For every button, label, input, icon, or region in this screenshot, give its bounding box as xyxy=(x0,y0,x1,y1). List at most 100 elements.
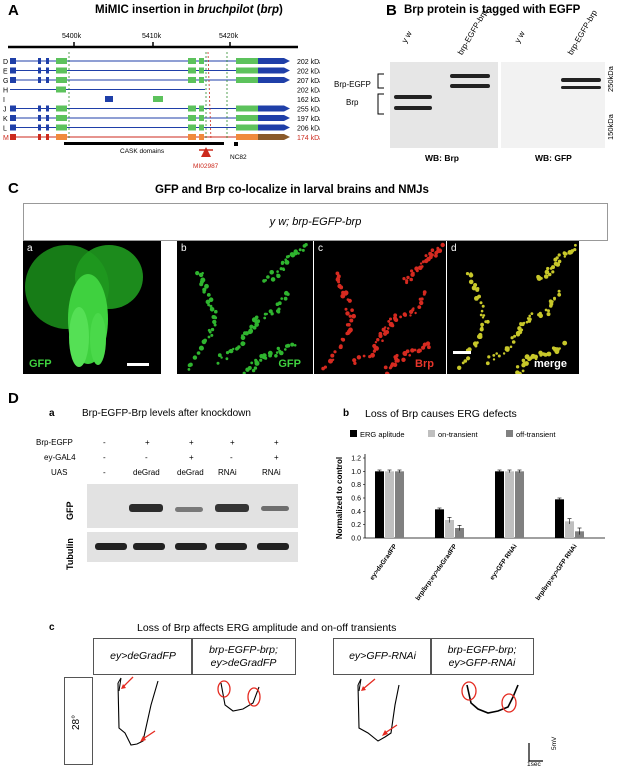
larval-brain-gfp-image: a GFP xyxy=(23,241,161,374)
isoform-id: K xyxy=(3,116,8,123)
column-5-brp-egfp: + xyxy=(274,438,279,447)
circle-missing-off xyxy=(247,687,261,707)
channel-label-brp-c: Brp xyxy=(415,358,434,370)
scale-label-2: 5410k xyxy=(142,33,162,40)
panel-db-tag: b xyxy=(343,408,350,419)
isoform-row-G: G 207 kDa xyxy=(3,77,320,85)
isoform-id: G xyxy=(3,78,8,85)
nmj-gfp-image: b GFP xyxy=(177,241,313,374)
column-3-ey-gal4: + xyxy=(189,453,194,462)
band-label-brp: Brp xyxy=(346,98,359,107)
x-tick-label: brp/brp;ey>GFP RNAi xyxy=(535,543,579,602)
arrow-on-transient xyxy=(362,678,376,690)
isoform-size: 206 kDa xyxy=(297,126,320,133)
column-1-brp-egfp: - xyxy=(103,438,106,447)
isoform-row-J: J 255 kDa xyxy=(3,105,320,114)
column-1-ey-gal4: - xyxy=(103,453,106,462)
wb-brp-blot xyxy=(390,62,498,148)
circle-missing-off xyxy=(501,693,517,713)
x-tick-label: ey>deGradFP xyxy=(369,543,399,582)
nmj-merge-image: d merge xyxy=(447,241,579,374)
isoform-id: E xyxy=(3,69,8,76)
temperature-box: 28° xyxy=(64,677,93,765)
isoform-id: L xyxy=(3,126,7,133)
mimic-insertion-marker xyxy=(201,147,211,157)
y-tick-label: 0.8 xyxy=(351,482,361,489)
bar-2-0 xyxy=(395,471,404,538)
bar-0-3 xyxy=(555,499,564,538)
bar-1-0 xyxy=(385,471,394,538)
legend-label: off-transient xyxy=(516,430,556,439)
column-5-uas: RNAi xyxy=(262,468,281,477)
erg-trace-control-rnai xyxy=(357,684,400,742)
column-2-brp-egfp: + xyxy=(145,438,150,447)
y-tick-label: 0.4 xyxy=(351,509,361,516)
isoform-size: 162 kDa xyxy=(297,97,320,104)
panel-b-title: Brp protein is tagged with EGFP xyxy=(404,4,581,16)
column-2-ey-gal4: - xyxy=(145,453,148,462)
channel-label-gfp-b: GFP xyxy=(278,358,301,370)
column-3-brp-egfp: + xyxy=(189,438,194,447)
column-3-uas: deGrad xyxy=(177,468,204,477)
isoform-id: D xyxy=(3,59,8,66)
y-tick-label: 1.2 xyxy=(351,456,361,463)
erg-trace-brp-degrad xyxy=(220,682,260,712)
isoform-size: 202 kDa xyxy=(297,88,320,95)
panel-db-title: Loss of Brp causes ERG defects xyxy=(365,408,517,420)
panel-c-title: GFP and Brp co-localize in larval brains… xyxy=(155,184,429,196)
nmj-brp-image: c Brp xyxy=(314,241,446,374)
erg-scale-bar xyxy=(528,743,543,762)
row-label-brp-egfp: Brp-EGFP xyxy=(36,438,73,447)
row-label-uas: UAS xyxy=(51,468,68,477)
row-label-ey-gal4: ey-GAL4 xyxy=(44,453,76,462)
panel-dc-title: Loss of Brp affects ERG amplitude and on… xyxy=(137,622,397,634)
column-4-brp-egfp: + xyxy=(230,438,235,447)
panel-da-title: Brp-EGFP-Brp levels after knockdown xyxy=(82,408,251,419)
column-4-uas: RNAi xyxy=(218,468,237,477)
column-5-ey-gal4: + xyxy=(274,453,279,462)
mw-150: 150kDa xyxy=(606,114,615,140)
channel-label-merge-d: merge xyxy=(533,358,567,370)
circle-missing-on xyxy=(461,681,477,701)
erg-trace-brp-rnai xyxy=(466,684,519,714)
bar-0-0 xyxy=(375,471,384,538)
legend-label: on-transient xyxy=(438,430,479,439)
scale-bar xyxy=(453,351,471,354)
isoform-size: 202 kDa xyxy=(297,59,320,66)
y-tick-label: 0.2 xyxy=(351,522,361,529)
image-tag-b: b xyxy=(181,243,187,254)
arrow-off-transient xyxy=(384,724,398,734)
nc82-marker xyxy=(234,142,238,146)
panel-c-letter: C xyxy=(8,180,19,197)
circle-missing-on xyxy=(217,680,231,698)
y-tick-label: 0.0 xyxy=(351,536,361,543)
panel-a-letter: A xyxy=(8,2,19,19)
isoform-id: H xyxy=(3,88,8,95)
gene-model-diagram: 5400k 5410k 5420k D 202 kDa E 202 kDa G 207 k… xyxy=(3,33,320,170)
mimic-guide-line xyxy=(207,51,212,141)
erg-header-4: brp-EGFP-brp; ey>GFP-RNAi xyxy=(430,638,534,675)
erg-bar-chart: ERG aplitude on-transient off-transient 0.0… xyxy=(335,430,605,602)
erg-header-3: ey>GFP-RNAi xyxy=(333,638,432,675)
panel-c-genotype: y w; brp-EGFP-brp xyxy=(23,203,608,241)
isoform-size: 207 kDa xyxy=(297,78,320,85)
panel-da-tag: a xyxy=(49,408,55,419)
scale-label-3: 5420k xyxy=(219,33,239,40)
image-tag-a: a xyxy=(27,243,33,254)
tubulin-blot xyxy=(87,532,298,562)
mimic-label: MI02987 xyxy=(193,163,219,170)
cask-domain-bar xyxy=(64,142,224,145)
bar-1-3 xyxy=(565,521,574,538)
image-tag-c: c xyxy=(318,243,323,254)
y-axis-label: Normalized to control xyxy=(335,457,344,539)
arrow-on-transient xyxy=(122,676,134,688)
lane-label-yw-2: y w xyxy=(513,29,527,45)
lane-label-yw-1: y w xyxy=(400,29,414,45)
column-2-uas: deGrad xyxy=(133,468,160,477)
erg-trace-control-degrad xyxy=(117,680,159,746)
wb-gfp-blot xyxy=(501,62,605,148)
legend-label: ERG aplitude xyxy=(360,430,405,439)
erg-traces xyxy=(117,676,543,762)
blot-label-tubulin: Tubulin xyxy=(65,538,75,570)
panel-d-letter: D xyxy=(8,390,19,407)
